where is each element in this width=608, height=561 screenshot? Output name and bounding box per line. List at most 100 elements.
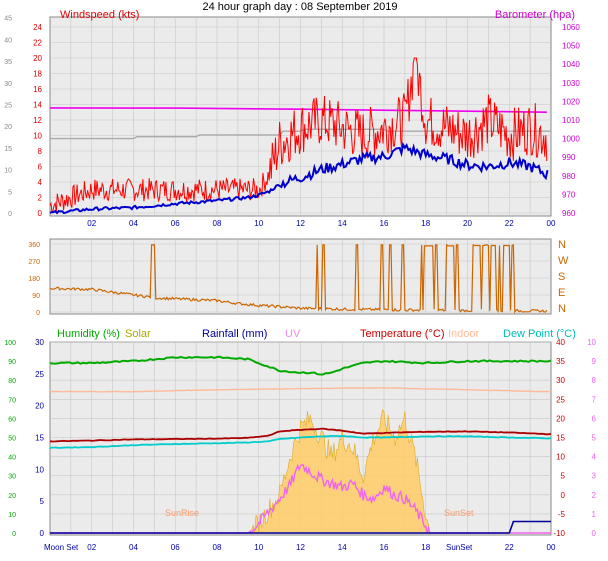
temp-tick-label: 15 <box>556 434 565 443</box>
x-tick-label: 08 <box>213 219 222 228</box>
x-tick-label: 22 <box>505 219 514 228</box>
moonset-label: Moon Set <box>44 543 79 552</box>
barometer-axis-label: Barometer (hpa) <box>495 9 575 21</box>
humidity-tick-label: 80 <box>8 378 16 385</box>
compass-label: W <box>558 255 569 267</box>
barometer-tick-label: 960 <box>562 209 576 218</box>
humidity-tick-label: 20 <box>8 493 16 500</box>
temp-tick-label: 35 <box>556 357 565 366</box>
humidity-line <box>49 355 552 376</box>
sunset-annotation: SunSet <box>444 508 474 518</box>
rain-tick-label: 25 <box>35 370 44 379</box>
barometer-tick-label: 980 <box>562 172 576 181</box>
uv-tick-label: 5 <box>592 434 597 443</box>
uv-tick-label: 1 <box>592 510 597 519</box>
legend-rainfall: Rainfall (mm) <box>202 328 267 340</box>
uv-tick-label: 4 <box>592 453 597 462</box>
barometer-tick-label: 1000 <box>562 135 580 144</box>
humidity-tick-label: 70 <box>8 397 16 404</box>
wind-direction-line <box>49 243 548 314</box>
wind-outer-tick-label: 40 <box>4 37 12 44</box>
wind-left-tick-label: 2 <box>38 194 43 203</box>
x-tick-label: 04 <box>129 543 138 552</box>
temp-tick-label: 40 <box>556 338 565 347</box>
legend-uv: UV <box>285 328 301 340</box>
x-tick-label: 14 <box>338 219 347 228</box>
temp-tick-label: 10 <box>556 453 565 462</box>
wind-left-tick-label: 4 <box>38 178 43 187</box>
sunrise-annotation: SunRise <box>165 508 199 518</box>
barometer-tick-label: 1010 <box>562 116 580 125</box>
x-tick-label: 02 <box>87 219 96 228</box>
x-tick-label: 16 <box>380 543 389 552</box>
x-tick-label: 18 <box>421 219 430 228</box>
wind-left-tick-label: 22 <box>33 39 42 48</box>
legend-indoor: Indoor <box>448 328 480 340</box>
uv-tick-label: 10 <box>587 338 596 347</box>
x-tick-label: 10 <box>254 219 263 228</box>
humidity-tick-label: 0 <box>12 531 16 538</box>
dir-tick-label: 270 <box>28 259 40 266</box>
x-tick-label: 06 <box>171 219 180 228</box>
compass-label: N <box>558 239 566 251</box>
x-tick-label: 22 <box>505 543 514 552</box>
uv-tick-label: 3 <box>592 472 597 481</box>
x-tick-label: 12 <box>296 219 305 228</box>
dir-tick-label: 90 <box>32 293 40 300</box>
wind-outer-tick-label: 15 <box>4 146 12 153</box>
legend-solar: Solar <box>125 328 151 340</box>
humidity-tick-label: 50 <box>8 436 16 443</box>
temp-tick-label: -5 <box>558 510 566 519</box>
wind-outer-tick-label: 30 <box>4 81 12 88</box>
wind-outer-tick-label: 25 <box>4 103 12 110</box>
wind-left-tick-label: 24 <box>33 23 42 32</box>
temperature-line <box>49 427 552 443</box>
barometer-tick-label: 970 <box>562 190 576 199</box>
dewpoint-line <box>49 434 552 449</box>
rain-tick-label: 0 <box>40 529 45 538</box>
x-tick-label: 12 <box>296 543 305 552</box>
humidity-tick-label: 60 <box>8 416 16 423</box>
wind-left-tick-label: 12 <box>33 116 42 125</box>
rain-tick-label: 5 <box>40 497 45 506</box>
wind-outer-tick-label: 0 <box>8 211 12 218</box>
wind-left-tick-label: 14 <box>33 101 42 110</box>
barometer-line <box>49 107 547 113</box>
rain-tick-label: 10 <box>35 465 44 474</box>
x-tick-label: 00 <box>547 219 556 228</box>
x-tick-label: 06 <box>171 543 180 552</box>
uv-tick-label: 9 <box>592 357 597 366</box>
uv-tick-label: 7 <box>592 395 597 404</box>
windspeed-line <box>49 57 548 214</box>
series-layer <box>49 57 552 535</box>
temp-tick-label: 0 <box>561 491 566 500</box>
humidity-tick-label: 40 <box>8 455 16 462</box>
barometer-tick-label: 1050 <box>562 42 580 51</box>
page-title: 24 hour graph day : 08 September 2019 <box>202 1 397 13</box>
gray-trend-line <box>50 128 551 140</box>
wind-left-tick-label: 8 <box>38 147 43 156</box>
windspeed-axis-label: Windspeed (kts) <box>60 9 139 21</box>
temp-tick-label: 25 <box>556 395 565 404</box>
compass-label: E <box>558 287 565 299</box>
rain-tick-label: 30 <box>35 338 44 347</box>
wind-left-tick-label: 0 <box>38 209 43 218</box>
barometer-tick-label: 1040 <box>562 60 580 69</box>
dir-tick-label: 360 <box>28 242 40 249</box>
rain-tick-label: 15 <box>35 434 44 443</box>
x-tick-label: 02 <box>87 543 96 552</box>
wind-left-tick-label: 18 <box>33 70 42 79</box>
compass-label: N <box>558 303 566 315</box>
wind-outer-tick-label: 45 <box>4 16 12 23</box>
temp-tick-label: 5 <box>561 472 566 481</box>
uv-tick-label: 0 <box>592 529 597 538</box>
barometer-tick-label: 990 <box>562 153 576 162</box>
humidity-tick-label: 90 <box>8 359 16 366</box>
x-tick-label: 18 <box>421 543 430 552</box>
wind-left-tick-label: 20 <box>33 54 42 63</box>
wind-outer-tick-label: 20 <box>4 124 12 131</box>
dir-tick-label: 180 <box>28 276 40 283</box>
humidity-tick-label: 30 <box>8 474 16 481</box>
dir-tick-label: 0 <box>36 310 40 317</box>
